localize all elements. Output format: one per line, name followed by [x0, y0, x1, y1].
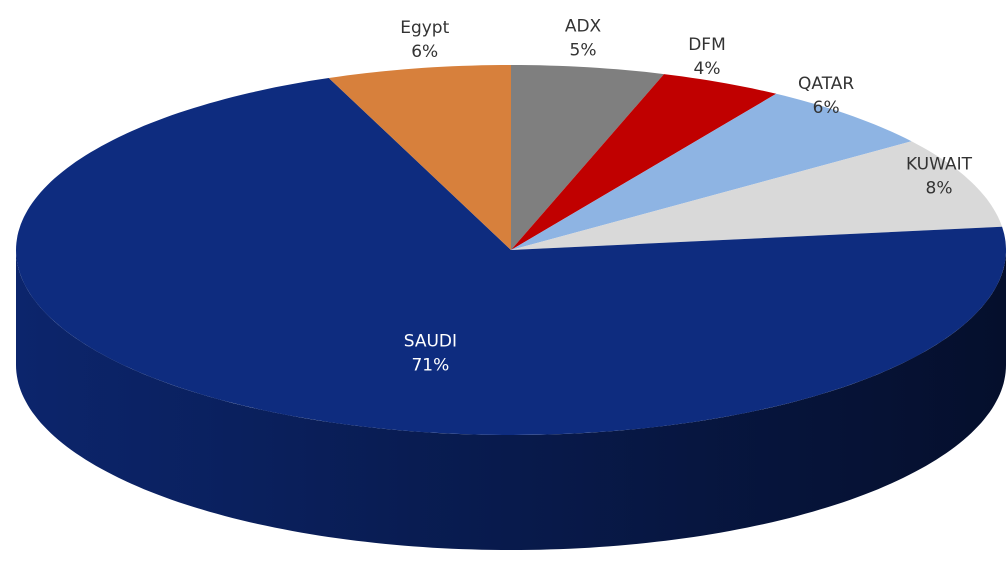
data-label-category: ADX [565, 17, 602, 37]
data-label-value: 6% [813, 98, 840, 118]
slice [511, 141, 1003, 250]
slice [511, 93, 912, 250]
data-label-category: KUWAIT [906, 154, 973, 174]
data-label-category: SAUDI [404, 332, 457, 352]
slice-side [16, 250, 1006, 550]
data-label-value: 8% [926, 178, 953, 198]
slice [328, 65, 511, 250]
data-label-value: 71% [411, 356, 449, 376]
data-label-value: 4% [694, 59, 721, 79]
data-label-value: 6% [411, 42, 438, 62]
data-label-value: 5% [570, 41, 597, 61]
data-label-category: QATAR [798, 74, 854, 94]
slice [511, 65, 664, 250]
data-label-category: Egypt [400, 18, 449, 38]
slice [511, 74, 777, 250]
slice [16, 78, 1006, 435]
data-label-category: DFM [688, 35, 726, 55]
